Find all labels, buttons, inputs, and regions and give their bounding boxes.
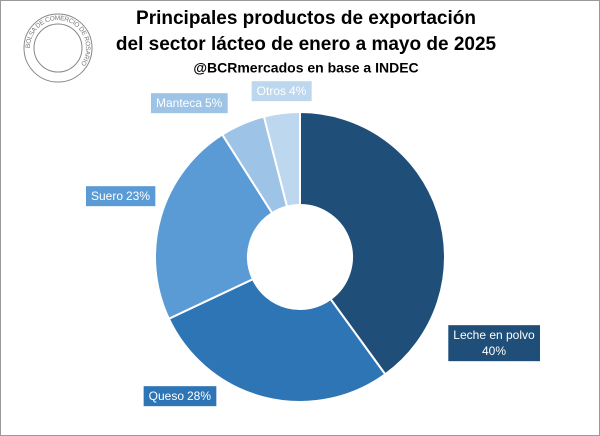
- label-box: [143, 386, 217, 407]
- slice: [167, 277, 387, 403]
- chart-title: del sector lácteo de enero a mayo de 202…: [116, 34, 497, 55]
- chart-title: Principales productos de exportación: [136, 8, 476, 29]
- label-category: Manteca: [156, 96, 202, 110]
- label-box: [150, 93, 228, 114]
- data-label: Manteca 5%: [150, 93, 228, 114]
- slice: [299, 110, 446, 376]
- data-label: Otros 4%: [251, 81, 312, 102]
- label-value: 40%: [482, 344, 506, 358]
- data-label: Suero 23%: [85, 186, 156, 207]
- label-box: [448, 325, 541, 362]
- label-category: Queso: [149, 389, 185, 403]
- slice: [262, 110, 301, 208]
- label-category: Otros: [257, 84, 286, 98]
- label-box: [251, 81, 312, 102]
- label-value: 5%: [205, 96, 223, 110]
- label-category: Suero: [91, 189, 123, 203]
- data-label: Leche en polvo 40%: [448, 325, 541, 362]
- label-box: [85, 186, 156, 207]
- label-category: Leche en polvo: [453, 328, 535, 342]
- label-value: 4%: [289, 84, 307, 98]
- label-value: 23%: [126, 189, 150, 203]
- chart-subtitle: @BCRmercados en base a INDEC: [193, 60, 418, 76]
- data-label: Queso 28%: [143, 386, 217, 407]
- slice: [154, 133, 274, 321]
- label-value: 28%: [187, 389, 211, 403]
